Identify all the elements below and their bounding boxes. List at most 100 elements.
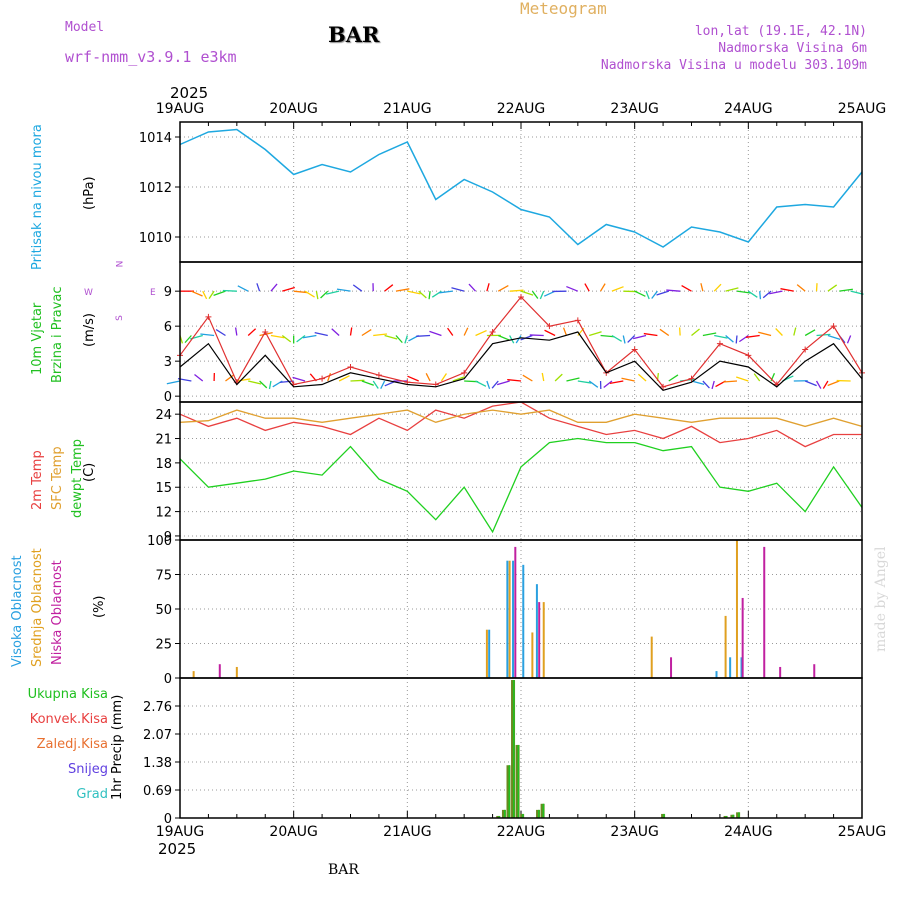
wind-arrow: [725, 287, 739, 292]
wind-arrow: [566, 377, 580, 382]
wind-arrow: [407, 375, 419, 382]
wind-arrow: [522, 374, 533, 382]
wind-arrow: [668, 374, 679, 382]
wind-arrow: [418, 290, 427, 299]
gust-marker: [631, 346, 638, 353]
x-tick-label-bottom: 22AUG: [497, 824, 546, 840]
wind-arrow: [215, 329, 226, 337]
y-tick-label: 18: [155, 457, 172, 472]
wind-arrow: [486, 380, 491, 390]
wind-arrow: [762, 290, 772, 299]
wind-arrow: [352, 284, 363, 292]
gust-marker: [802, 346, 809, 353]
wind-arrow: [270, 283, 278, 292]
gust-marker: [205, 313, 212, 320]
precip-total-bar-highlight: [508, 765, 510, 818]
wind-arrow: [554, 373, 563, 382]
wind-arrow: [281, 334, 292, 343]
cloud-mid-bar: [531, 632, 534, 678]
wind-arrow: [714, 334, 728, 339]
wind-arrow: [468, 283, 477, 292]
wind-arrow: [622, 335, 626, 344]
cloud-high-bar: [740, 657, 743, 678]
wind-arrow: [713, 283, 722, 292]
panel-frame-precipitation: [179, 677, 863, 819]
precip-total-bar-highlight: [542, 803, 545, 818]
cloud-low-bar: [538, 602, 541, 678]
wind-arrow: [804, 329, 816, 337]
cloud-high-bar: [512, 560, 515, 678]
wind-arrow: [700, 283, 704, 292]
wind-arrow: [839, 288, 853, 292]
x-tick-label-top: 21AUG: [383, 101, 432, 117]
x-tick-label-bottom: 19AUG: [156, 824, 205, 840]
precip-snow-label: Snijeg: [68, 762, 108, 777]
wind-arrow: [452, 376, 465, 382]
gust-marker: [574, 317, 581, 324]
lonlat-text: lon,lat (19.1E, 42.1N): [694, 24, 867, 39]
wind-arrow: [247, 328, 257, 336]
wind-arrow: [304, 290, 315, 298]
wind-arrow: [213, 290, 226, 297]
elevation-text: Nadmorska Visina 6m: [718, 41, 867, 56]
y-tick-label: 21: [155, 433, 172, 448]
model-elevation-text: Nadmorska Visina u modelu 303.109m: [600, 58, 867, 73]
wind-arrow: [793, 327, 797, 336]
cloud-low-bar: [514, 546, 517, 678]
y-tick-label: 1010: [139, 231, 172, 246]
cloud-mid-bar: [192, 671, 195, 678]
wind-arrow: [753, 373, 761, 382]
cloud-high-bar: [715, 671, 718, 678]
temp-dew-line: [179, 437, 863, 534]
y-tick-label: 0: [164, 672, 172, 687]
cloud-low-bar: [670, 657, 673, 678]
wind-arrow: [428, 291, 431, 300]
wind-arrow: [373, 333, 388, 337]
wind-arrow: [735, 335, 738, 344]
y-tick-label: 1014: [139, 131, 172, 146]
wind-arrow: [627, 335, 636, 343]
x-tick-label-top: 20AUG: [269, 101, 318, 117]
gust-marker: [660, 383, 667, 390]
wind-arrow: [827, 284, 838, 292]
y-tick-label: 2.07: [143, 728, 172, 743]
wind-arrow: [491, 380, 499, 389]
y-tick-label: 0: [164, 390, 172, 405]
wind-arrow: [236, 378, 251, 382]
footer-station: BAR: [328, 862, 359, 878]
x-tick-label-bottom: 21AUG: [383, 824, 432, 840]
wind-arrow: [645, 290, 650, 300]
wind-arrow: [361, 380, 374, 386]
wind-arrow: [497, 285, 509, 292]
wind-arrow: [691, 380, 705, 386]
wind-arrow: [384, 334, 398, 340]
wind-arrow: [270, 334, 285, 339]
cloud-high-bar: [506, 560, 509, 678]
wind-arrow: [651, 290, 658, 299]
wind-arrow: [544, 329, 556, 337]
gust-marker: [347, 364, 354, 370]
compass-e: E: [150, 288, 156, 298]
wind-arrow: [584, 283, 590, 292]
gust-marker: [716, 340, 723, 347]
wind-arrow: [577, 380, 592, 384]
wind-arrow: [711, 380, 715, 390]
wind-arrow: [248, 380, 262, 385]
precip-total-bar-highlight: [522, 813, 524, 818]
wind-arrow: [194, 374, 204, 382]
wind-arrow: [634, 290, 646, 297]
cloud-mid-bar: [542, 602, 545, 678]
wind-label-2: Brzina i Pravac: [50, 286, 65, 383]
cloud-high-bar: [729, 657, 732, 678]
x-tick-label-bottom: 24AUG: [724, 824, 773, 840]
precip-conv-label: Konvek.Kisa: [29, 712, 108, 727]
meteogram-title: Meteogram: [520, 0, 607, 18]
gust-marker: [461, 369, 468, 376]
wind-arrow: [336, 288, 351, 292]
y-tick-label: 100: [147, 534, 172, 549]
pressure-line: [179, 128, 863, 248]
precip-total-bar-highlight: [513, 680, 515, 818]
wind-arrow: [643, 332, 658, 337]
cloud-mid-bar: [650, 636, 653, 678]
